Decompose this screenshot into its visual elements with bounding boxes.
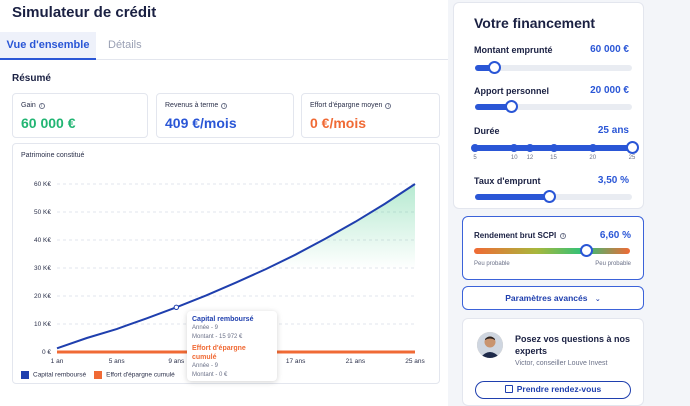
summary-card-income: Revenus à terme i 409 €/mois — [156, 93, 294, 138]
panel-title: Votre financement — [474, 15, 596, 31]
financing-panel: Votre financement Montant emprunté 60 00… — [453, 2, 644, 209]
chart-title: Patrimoine constitué — [21, 152, 85, 159]
duration-tick-label: 10 — [510, 155, 518, 161]
summary-card-effort: Effort d'épargne moyen i 0 €/mois — [301, 93, 440, 138]
duration-tick-dot[interactable] — [510, 144, 519, 152]
expert-question: Posez vos questions à nos experts — [515, 334, 631, 356]
legend-item-capital[interactable]: Capital remboursé — [21, 371, 86, 379]
scpi-yield-box: Rendement brut SCPI i 6,60 % Peu probable… — [462, 216, 644, 280]
duration-tick-label: 25 — [628, 155, 636, 161]
appointment-button[interactable]: Prendre rendez-vous — [475, 381, 631, 399]
summary-title: Résumé — [12, 73, 51, 84]
slider-handle[interactable] — [487, 61, 501, 74]
scpi-label: Rendement brut SCPI — [474, 231, 557, 240]
duration-tick-label: 20 — [589, 155, 597, 161]
y-tick-label: 0 € — [42, 349, 51, 356]
x-tick-label: 17 ans — [286, 358, 306, 365]
tooltip-title-effort: Effort d'épargne cumulé — [192, 345, 246, 361]
summary-card-gain: Gain i 60 000 € — [12, 93, 148, 138]
wealth-chart: Patrimoine constitué 0 € 10 K€ 20 K€ 30 K€ 4… — [12, 143, 440, 384]
slider-handle[interactable] — [626, 141, 639, 154]
expert-name: Victor, conseiller Louve Invest — [515, 360, 608, 367]
slider-fill — [475, 194, 549, 200]
slider-handle[interactable] — [542, 190, 556, 203]
info-icon[interactable]: i — [560, 232, 567, 239]
y-tick-label: 40 K€ — [34, 237, 51, 244]
scpi-high-label: Peu probable — [595, 261, 631, 267]
chart-tooltip: Capital remboursé Année - 9 Montant - 15… — [187, 311, 277, 381]
gain-area — [265, 184, 415, 270]
card-value: 0 €/mois — [310, 115, 367, 131]
scpi-value: 6,60 % — [599, 230, 631, 241]
duration-tick-label: 12 — [526, 155, 534, 161]
y-tick-label: 50 K€ — [34, 209, 51, 216]
tooltip-title-capital: Capital remboursé — [192, 316, 254, 323]
legend-item-effort[interactable]: Effort d'épargne cumulé — [94, 371, 175, 379]
duration-tick-label: 5 — [473, 155, 477, 161]
advanced-settings-button[interactable]: Paramètres avancés ⌄ — [462, 286, 644, 310]
contribution-label: Apport personnel — [474, 86, 550, 96]
tooltip-amount-effort: Montant - 0 € — [192, 372, 228, 378]
rate-slider[interactable] — [475, 190, 632, 203]
tab-overview[interactable]: Vue d'ensemble — [0, 32, 96, 60]
scpi-yield-slider[interactable] — [474, 244, 630, 257]
slider-fill — [475, 65, 494, 71]
x-tick-label: 21 ans — [346, 358, 366, 365]
duration-label: Durée — [474, 126, 500, 136]
series-line-capital — [56, 183, 416, 350]
x-tick-label: 1 an — [51, 358, 64, 365]
tab-details[interactable]: Détails — [108, 39, 142, 51]
avatar — [477, 332, 503, 358]
tooltip-year-effort: Année - 9 — [192, 363, 219, 369]
info-icon[interactable]: i — [221, 102, 228, 109]
duration-tick-dot[interactable] — [525, 144, 534, 152]
card-value: 60 000 € — [21, 115, 76, 131]
slider-fill — [475, 104, 512, 110]
slider-handle[interactable] — [505, 100, 519, 113]
rate-label: Taux d'emprunt — [474, 176, 541, 186]
y-tick-label: 30 K€ — [34, 265, 51, 272]
duration-tick-dot[interactable] — [549, 144, 558, 152]
tooltip-amount-capital: Montant - 15 972 € — [192, 334, 243, 340]
card-value: 409 €/mois — [165, 115, 237, 131]
x-tick-label: 5 ans — [109, 358, 126, 365]
tab-bar: Vue d'ensemble Détails — [0, 32, 448, 60]
scpi-low-label: Peu probable — [474, 261, 510, 267]
expert-card: Posez vos questions à nos experts Victor… — [462, 318, 644, 406]
loan-amount-slider[interactable] — [475, 61, 632, 74]
hover-point — [173, 304, 180, 310]
rate-value: 3,50 % — [597, 175, 629, 186]
x-tick-label: 9 ans — [168, 358, 185, 365]
loan-amount-value: 60 000 € — [590, 44, 629, 55]
slider-handle[interactable] — [580, 244, 594, 257]
duration-tick-dot[interactable] — [588, 144, 597, 152]
page-title: Simulateur de crédit — [12, 4, 157, 21]
tooltip-year-capital: Année - 9 — [192, 325, 219, 331]
info-icon[interactable]: i — [38, 102, 45, 109]
duration-tick-dot[interactable] — [471, 144, 479, 152]
card-label: Revenus à terme — [165, 102, 219, 109]
duration-slider[interactable]: 5 10 12 15 20 25 — [471, 141, 639, 161]
x-tick-label: 25 ans — [405, 358, 425, 365]
info-icon[interactable]: i — [385, 102, 392, 109]
calendar-icon — [504, 385, 513, 393]
duration-value: 25 ans — [597, 125, 629, 136]
card-label: Gain — [21, 102, 36, 109]
duration-tick-label: 15 — [550, 155, 557, 161]
financing-sidebar: Votre financement Montant emprunté 60 00… — [453, 0, 646, 406]
chevron-down-icon: ⌄ — [594, 296, 601, 303]
chart-legend: Capital remboursé Effort d'épargne cumul… — [21, 371, 175, 379]
loan-amount-label: Montant emprunté — [474, 45, 553, 55]
y-tick-label: 20 K€ — [34, 293, 51, 300]
simulator-main: Simulateur de crédit Vue d'ensemble Déta… — [0, 0, 448, 406]
card-label: Effort d'épargne moyen — [310, 102, 383, 109]
contribution-slider[interactable] — [475, 100, 632, 113]
y-tick-label: 10 K€ — [34, 321, 51, 328]
contribution-value: 20 000 € — [590, 85, 629, 96]
y-tick-label: 60 K€ — [34, 181, 51, 188]
